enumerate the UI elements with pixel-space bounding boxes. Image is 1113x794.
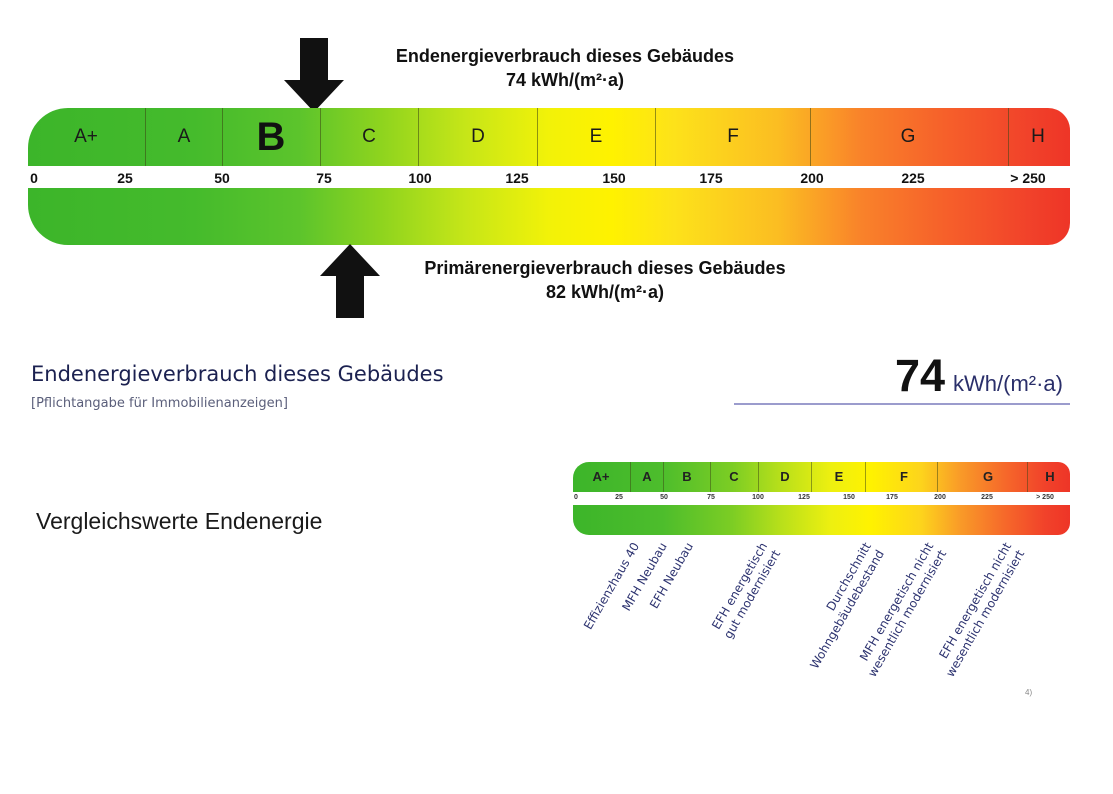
class-divider: [758, 462, 759, 492]
comparison-class-f: F: [900, 469, 908, 484]
class-divider: [663, 462, 664, 492]
comparison-class-e: E: [834, 469, 844, 484]
summary-value-number: 74: [894, 350, 946, 401]
scale-tick: 150: [843, 494, 855, 501]
summary-value: 74 kWh/(m²·a): [895, 350, 1063, 402]
end-energy-title: Endenergieverbrauch dieses Gebäudes: [395, 46, 735, 66]
class-label-e: E: [589, 126, 603, 147]
class-divider: [655, 108, 656, 166]
end-energy-arrow-icon: [284, 38, 344, 112]
scale-tick: 25: [117, 170, 133, 186]
scale-tick: > 250: [1010, 170, 1046, 186]
scale-tick: 50: [214, 170, 230, 186]
comparison-label-efh-gut-modernisiert: EFH energetisch gut modernisiert: [708, 540, 784, 642]
scale-tick: 75: [316, 170, 332, 186]
scale-tick: > 250: [1036, 494, 1054, 501]
scale-tick: 200: [800, 170, 824, 186]
comparison-class-h: H: [1045, 469, 1055, 484]
class-divider: [810, 108, 811, 166]
class-label-c: C: [362, 126, 376, 147]
summary-divider: [734, 403, 1070, 405]
scale-tick: 175: [886, 494, 898, 501]
class-divider: [865, 462, 866, 492]
scale-tick: 100: [752, 494, 764, 501]
class-divider: [1008, 108, 1009, 166]
class-divider: [811, 462, 812, 492]
class-label-f: F: [727, 126, 739, 147]
class-divider: [418, 108, 419, 166]
class-divider: [1027, 462, 1028, 492]
end-energy-value: 74 kWh/(m²·a): [505, 70, 624, 90]
comparison-class-b: B: [682, 469, 692, 484]
class-divider: [145, 108, 146, 166]
end-energy-callout: Endenergieverbrauch dieses Gebäudes 74 k…: [360, 44, 770, 92]
scale-tick: 225: [901, 170, 925, 186]
summary-title: Endenergieverbrauch dieses Gebäudes: [31, 362, 444, 386]
class-divider: [710, 462, 711, 492]
footnote: 4): [1025, 688, 1033, 697]
class-label-d: D: [471, 126, 485, 147]
summary-subtitle: [Pflichtangabe für Immobilienanzeigen]: [31, 396, 288, 411]
primary-energy-value: 82 kWh/(m²·a): [545, 282, 664, 302]
scale-tick: 100: [408, 170, 432, 186]
scale-tick: 25: [615, 494, 623, 501]
class-label-g: G: [900, 126, 916, 147]
comparison-class-a: A: [642, 469, 652, 484]
summary-value-unit: kWh/(m²·a): [953, 371, 1063, 396]
class-label-h: H: [1031, 126, 1045, 147]
scale-tick: 175: [699, 170, 723, 186]
primary-energy-arrow-icon: [320, 244, 380, 318]
scale-tick: 50: [660, 494, 668, 501]
comparison-class-bar: A+ A B C D E F G H: [573, 462, 1070, 492]
comparison-class-a-plus: A+: [592, 469, 610, 484]
scale-tick: 0: [574, 494, 578, 501]
primary-energy-title: Primärenergieverbrauch dieses Gebäudes: [424, 258, 786, 278]
scale-tick: 125: [505, 170, 529, 186]
comparison-class-d: D: [780, 469, 790, 484]
class-divider: [222, 108, 223, 166]
primary-energy-callout: Primärenergieverbrauch dieses Gebäudes 8…: [385, 256, 825, 304]
main-scale-class-bar: A+ A B C D E F G H: [28, 108, 1070, 166]
class-divider: [320, 108, 321, 166]
class-divider: [630, 462, 631, 492]
comparison-gradient-bar: [573, 505, 1070, 535]
scale-tick: 75: [707, 494, 715, 501]
class-label-b-active: B: [256, 115, 286, 159]
scale-tick: 200: [934, 494, 946, 501]
class-label-a-plus: A+: [74, 126, 98, 147]
scale-tick: 150: [602, 170, 626, 186]
comparison-class-g: G: [982, 469, 994, 484]
scale-tick: 225: [981, 494, 993, 501]
comparison-class-c: C: [729, 469, 739, 484]
class-divider: [937, 462, 938, 492]
scale-tick: 0: [30, 170, 38, 186]
scale-tick: 125: [798, 494, 810, 501]
main-scale-gradient-bar: [28, 188, 1070, 245]
comparison-title: Vergleichswerte Endenergie: [36, 508, 323, 534]
class-divider: [537, 108, 538, 166]
class-label-a: A: [177, 126, 191, 147]
